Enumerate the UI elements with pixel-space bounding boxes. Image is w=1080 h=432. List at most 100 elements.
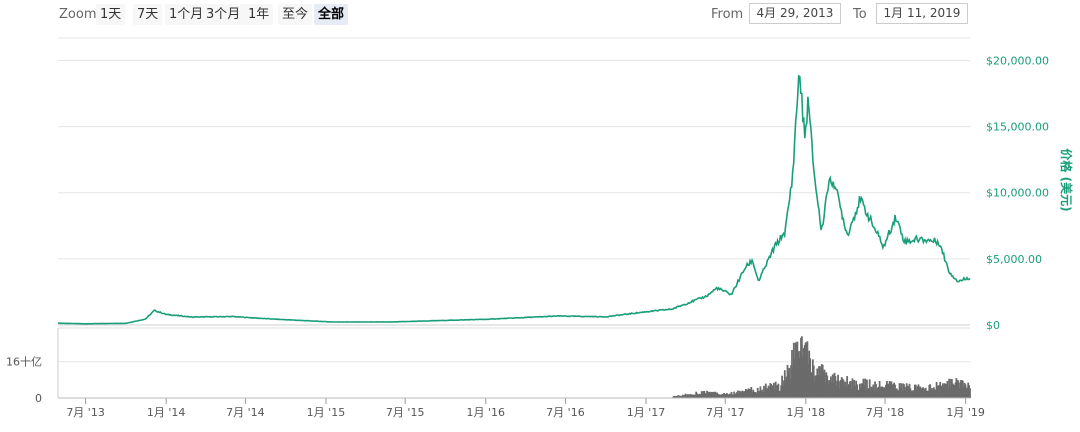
zoom-1d-button[interactable]: 1天 bbox=[96, 4, 126, 25]
x-axis: 7月 '13 1月 '14 7月 '14 1月 '15 7月 '15 1月 '16 7月 '… bbox=[66, 398, 985, 419]
volume-bar bbox=[845, 386, 848, 398]
volume-bar bbox=[948, 378, 951, 398]
x-tick-label: 7月 '13 bbox=[66, 406, 105, 419]
volume-bar bbox=[877, 386, 880, 398]
volume-bar bbox=[681, 394, 684, 398]
x-tick-label: 1月 '18 bbox=[787, 406, 826, 419]
zoom-1m-button[interactable]: 1个月 bbox=[165, 4, 208, 25]
volume-bar bbox=[742, 392, 745, 398]
volume-bar bbox=[808, 350, 811, 398]
volume-bar bbox=[784, 380, 787, 398]
volume-bar bbox=[939, 381, 942, 398]
to-label: To bbox=[853, 7, 867, 22]
volume-bar bbox=[855, 380, 858, 398]
volume-bar bbox=[728, 393, 731, 398]
volume-bar bbox=[840, 377, 843, 398]
volume-bar bbox=[723, 392, 726, 398]
from-date-input[interactable] bbox=[749, 3, 841, 24]
volume-bar bbox=[911, 390, 914, 398]
volume-bar bbox=[770, 384, 773, 398]
volume-bars bbox=[671, 336, 971, 398]
volume-bar bbox=[887, 383, 890, 398]
x-tick-label: 7月 '14 bbox=[226, 406, 265, 419]
zoom-all-button[interactable]: 全部 bbox=[314, 4, 349, 25]
to-date-input[interactable] bbox=[876, 3, 968, 24]
volume-bar bbox=[826, 375, 829, 398]
volume-bar bbox=[737, 394, 740, 398]
volume-bar bbox=[915, 389, 918, 398]
volume-bar bbox=[958, 388, 961, 398]
volume-bar bbox=[705, 394, 708, 398]
volume-bar bbox=[828, 380, 830, 398]
volume-bar bbox=[695, 391, 698, 398]
volume-bar bbox=[873, 390, 876, 398]
volume-bar bbox=[905, 383, 908, 398]
zoom-7d-button[interactable]: 7天 bbox=[133, 4, 163, 25]
price-axis-title: 价格 (美元) bbox=[1059, 148, 1074, 211]
volume-bar bbox=[677, 395, 680, 398]
x-tick-label: 7月 '15 bbox=[386, 406, 425, 419]
x-tick-label: 7月 '16 bbox=[546, 406, 585, 419]
volume-bar bbox=[733, 391, 736, 398]
volume-bar bbox=[793, 358, 796, 398]
price-tick-label: $15,000.00 bbox=[986, 121, 1049, 134]
toolbar: Zoom 1天 7天 1个月 3个月 1年 至今 全部 From To bbox=[0, 0, 1080, 34]
price-tick-label: $5,000.00 bbox=[986, 253, 1042, 266]
volume-bar bbox=[892, 384, 895, 398]
volume-bar bbox=[943, 383, 946, 398]
volume-bar bbox=[929, 384, 932, 398]
volume-bar bbox=[747, 388, 750, 398]
price-y-axis: $0 $5,000.00 $10,000.00 $15,000.00 $20,000.0… bbox=[986, 54, 1049, 332]
volume-bar bbox=[849, 381, 852, 398]
volume-tick-label: 0 bbox=[35, 392, 42, 405]
volume-bar bbox=[836, 380, 839, 398]
zoom-ytd-button[interactable]: 至今 bbox=[278, 4, 313, 25]
volume-bar bbox=[969, 388, 971, 398]
volume-bar bbox=[934, 389, 937, 398]
volume-bar bbox=[896, 390, 899, 398]
volume-bar bbox=[774, 381, 777, 398]
volume-bar bbox=[906, 385, 909, 398]
price-gridlines bbox=[58, 37, 970, 399]
x-tick-label: 1月 '17 bbox=[627, 406, 666, 419]
volume-bar bbox=[777, 383, 780, 398]
volume-bar bbox=[761, 391, 764, 398]
volume-bar bbox=[718, 394, 721, 398]
volume-bar bbox=[752, 389, 755, 398]
volume-bar bbox=[956, 380, 959, 398]
price-line[interactable] bbox=[57, 74, 971, 325]
x-tick-label: 7月 '18 bbox=[866, 406, 905, 419]
x-tick-label: 1月 '16 bbox=[466, 406, 505, 419]
volume-bar bbox=[868, 379, 871, 398]
price-tick-label: $20,000.00 bbox=[986, 54, 1049, 67]
volume-bar bbox=[900, 383, 903, 398]
volume-bar bbox=[780, 385, 783, 398]
volume-bar bbox=[700, 391, 703, 398]
volume-bar bbox=[763, 385, 765, 398]
volume-bar bbox=[817, 374, 820, 398]
volume-bar bbox=[821, 364, 824, 398]
volume-bar bbox=[901, 391, 904, 398]
volume-bar bbox=[726, 393, 728, 398]
volume-bar bbox=[931, 388, 933, 398]
volume-bar bbox=[756, 387, 759, 398]
zoom-label: Zoom bbox=[59, 7, 97, 22]
volume-bar bbox=[859, 387, 862, 398]
volume-bar bbox=[751, 391, 754, 398]
volume-bar bbox=[803, 345, 806, 398]
zoom-3m-button[interactable]: 3个月 bbox=[202, 4, 245, 25]
volume-bar bbox=[684, 393, 687, 398]
x-tick-label: 1月 '15 bbox=[307, 406, 346, 419]
volume-bar bbox=[812, 365, 815, 398]
from-label: From bbox=[711, 7, 744, 22]
volume-bar bbox=[699, 394, 702, 398]
volume-bar bbox=[798, 357, 801, 398]
volume-bar bbox=[765, 388, 768, 398]
volume-bar bbox=[879, 388, 882, 398]
x-tick-label: 1月 '14 bbox=[147, 406, 186, 419]
volume-bar bbox=[967, 382, 970, 398]
volume-y-axis: 0 16十亿 bbox=[6, 355, 42, 405]
zoom-1y-button[interactable]: 1年 bbox=[244, 4, 274, 25]
volume-bar bbox=[690, 394, 693, 398]
